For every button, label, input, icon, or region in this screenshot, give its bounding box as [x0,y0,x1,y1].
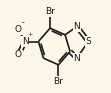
Text: N: N [22,37,29,46]
Text: +: + [27,32,32,37]
Text: N: N [73,22,80,31]
Text: -: - [22,18,24,27]
Text: Br: Br [45,7,55,16]
Text: O: O [15,25,22,34]
Text: Br: Br [54,77,63,86]
Text: N: N [73,54,80,63]
Text: S: S [85,37,91,46]
Text: O: O [15,50,22,59]
